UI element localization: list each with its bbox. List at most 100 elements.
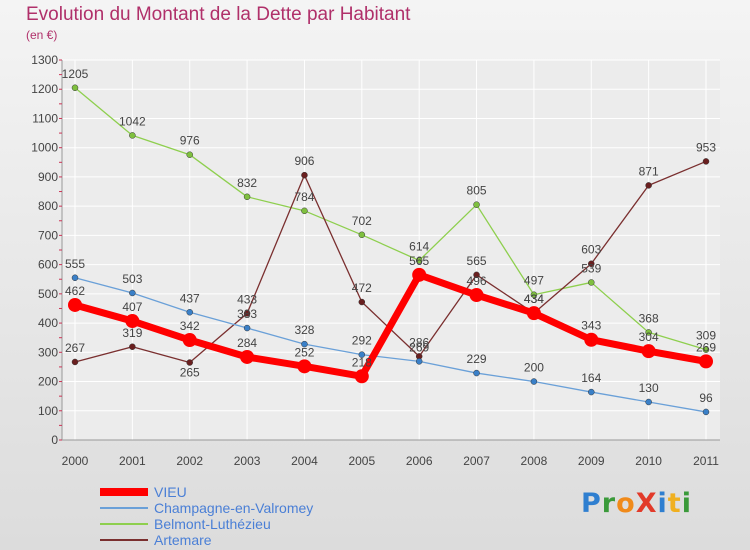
data-label: 130: [639, 381, 659, 395]
data-label: 200: [524, 361, 544, 375]
data-point: [301, 207, 308, 215]
x-tick-label: 2007: [463, 454, 490, 468]
x-tick-label: 2010: [635, 454, 662, 468]
y-tick-label: 200: [38, 375, 58, 389]
y-tick-label: 1300: [31, 53, 58, 67]
data-point: [297, 359, 312, 374]
x-tick-label: 2001: [119, 454, 146, 468]
data-label: 437: [180, 291, 200, 305]
data-point: [186, 359, 193, 366]
data-label: 976: [180, 134, 200, 148]
data-label: 496: [467, 274, 487, 288]
y-tick-label: 800: [38, 199, 58, 213]
data-label: 953: [696, 140, 716, 154]
data-point: [129, 132, 136, 139]
data-label: 614: [409, 240, 429, 254]
x-tick-label: 2000: [62, 454, 89, 468]
data-label: 309: [696, 329, 716, 343]
data-point: [584, 332, 599, 347]
data-label: 784: [294, 190, 314, 204]
data-label: 434: [524, 292, 544, 306]
data-point: [412, 267, 427, 282]
data-label: 319: [122, 326, 142, 340]
data-point: [358, 231, 366, 239]
data-point: [71, 274, 79, 282]
data-label: 497: [524, 274, 544, 288]
data-point: [182, 333, 197, 348]
data-point: [469, 288, 484, 303]
x-tick-label: 2008: [521, 454, 548, 468]
data-label: 433: [237, 292, 257, 306]
data-point: [588, 388, 595, 396]
data-label: 342: [180, 319, 200, 333]
data-label: 229: [467, 352, 487, 366]
data-point: [129, 289, 136, 297]
data-label: 218: [352, 355, 372, 369]
x-tick-label: 2009: [578, 454, 605, 468]
data-label: 555: [65, 257, 85, 271]
data-point: [186, 309, 193, 316]
data-label: 343: [581, 319, 601, 333]
data-point: [243, 310, 251, 317]
data-point: [530, 291, 538, 298]
data-label: 286: [409, 335, 429, 349]
legend-swatch: [100, 539, 148, 541]
data-point: [301, 340, 308, 348]
data-point: [358, 351, 366, 358]
logo-letter: P: [581, 488, 602, 519]
data-label: 407: [122, 300, 142, 314]
data-point: [186, 151, 193, 158]
data-label: 383: [237, 307, 257, 321]
y-tick-label: 700: [38, 228, 58, 242]
data-point: [699, 354, 713, 369]
data-label: 252: [294, 345, 314, 359]
data-label: 328: [294, 323, 314, 337]
legend-swatch: [100, 507, 148, 509]
series-line-vieu: [74, 271, 707, 380]
y-tick-label: 1200: [31, 82, 58, 96]
data-label: 503: [122, 272, 142, 286]
data-point: [588, 279, 595, 286]
plot-area: [62, 60, 720, 440]
data-label: 539: [581, 261, 601, 275]
data-label: 265: [180, 366, 200, 380]
data-point: [354, 369, 369, 384]
data-point: [588, 260, 595, 267]
series-line-champagne-en-valromey: [74, 277, 707, 413]
data-label: 96: [699, 391, 713, 405]
data-label: 267: [65, 341, 85, 355]
data-point: [702, 408, 710, 416]
y-tick-label: 400: [38, 316, 58, 330]
data-point: [243, 193, 251, 201]
data-point: [243, 324, 251, 332]
proxiti-logo: ProXiti: [581, 488, 692, 519]
data-point: [125, 314, 140, 329]
logo-letter: i: [657, 488, 668, 519]
series-line-belmont-luth-zieu: [74, 87, 707, 351]
data-label: 603: [581, 243, 601, 257]
legend-label: Artemare: [154, 532, 212, 548]
data-label: 832: [237, 176, 257, 190]
legend-label: Champagne-en-Valromey: [154, 500, 314, 516]
data-label: 472: [352, 281, 372, 295]
data-label: 1042: [119, 114, 146, 128]
x-tick-label: 2006: [406, 454, 433, 468]
data-point: [645, 398, 652, 406]
data-point: [526, 306, 541, 321]
x-tick-label: 2002: [176, 454, 203, 468]
logo-letter: X: [635, 488, 658, 519]
y-tick-label: 1100: [32, 111, 58, 125]
y-tick-label: 900: [38, 170, 58, 184]
data-point: [358, 298, 366, 306]
data-point: [473, 369, 480, 377]
legend-label: Belmont-Luthézieu: [154, 516, 271, 532]
y-tick-label: 300: [38, 345, 58, 359]
y-tick-label: 600: [38, 258, 58, 272]
data-label: 434: [524, 292, 544, 306]
data-label: 565: [467, 254, 487, 268]
data-point: [473, 271, 480, 279]
data-point: [415, 358, 423, 365]
logo-letter: i: [681, 488, 692, 519]
data-point: [129, 343, 136, 351]
